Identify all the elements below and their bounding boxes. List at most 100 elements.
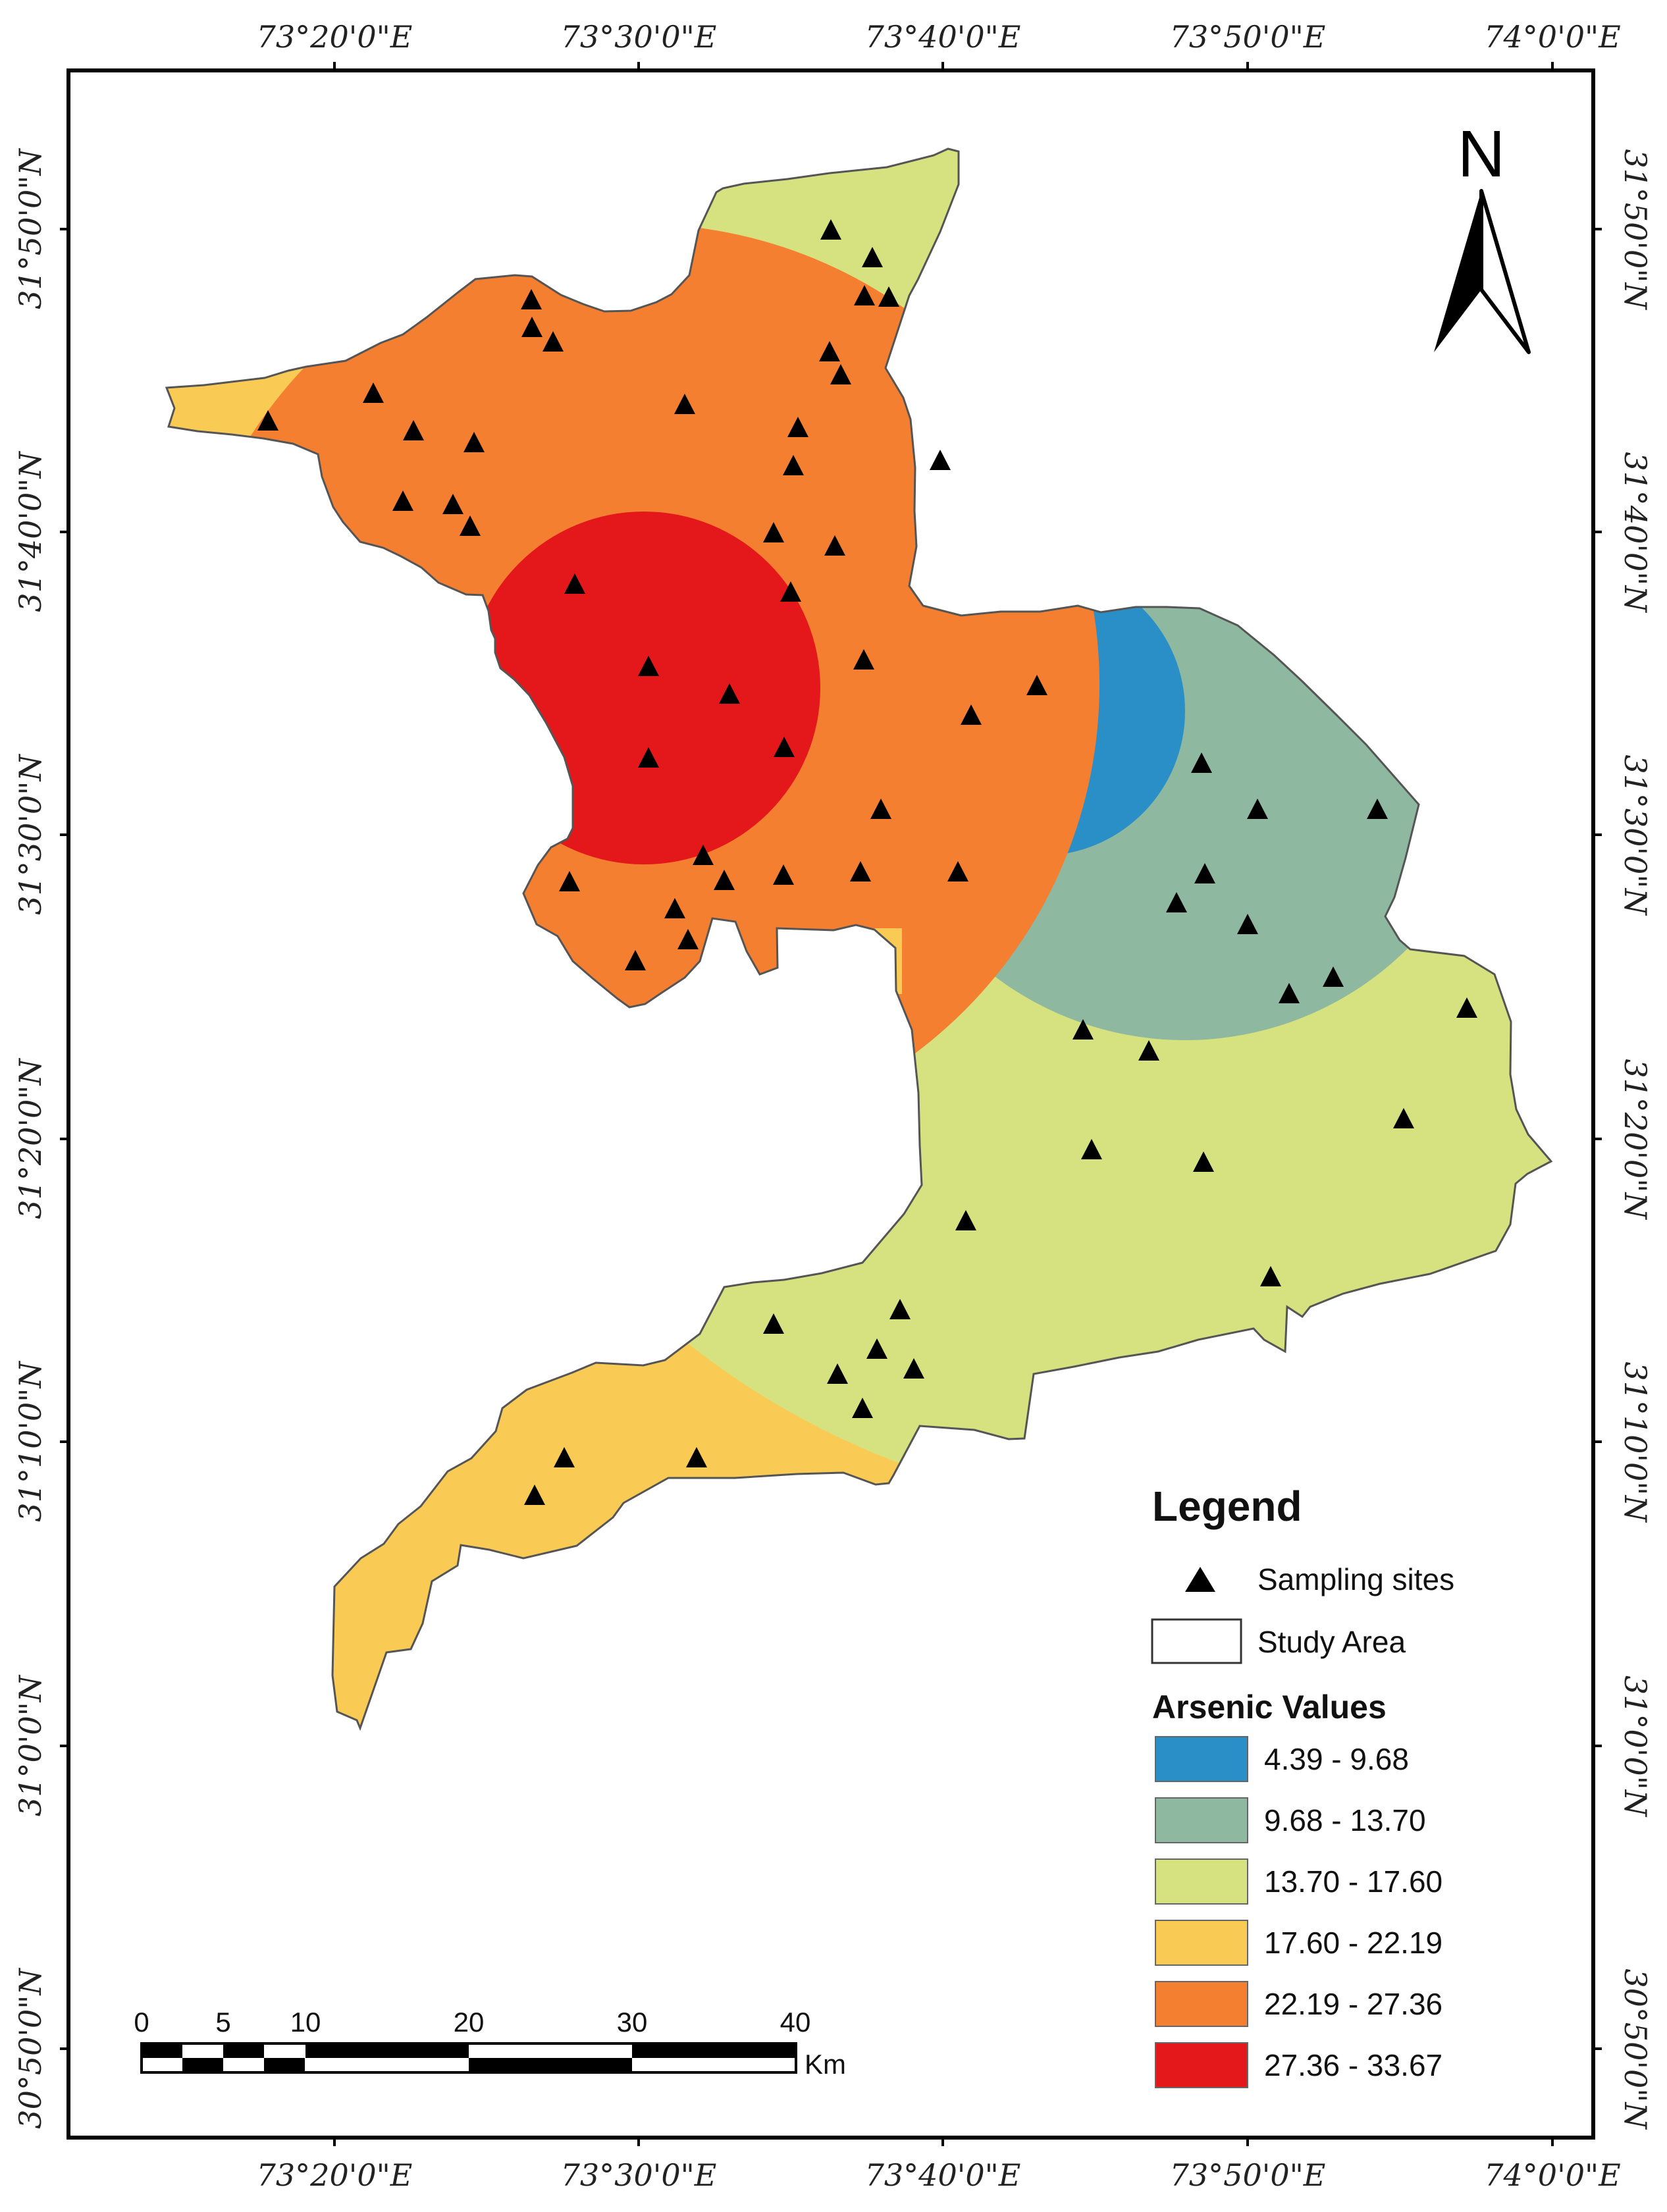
- sampling-site-marker-icon: [625, 950, 646, 970]
- sampling-site-marker-icon: [763, 522, 784, 542]
- sampling-site-marker-icon: [1247, 799, 1268, 819]
- scale-tick-label: 0: [134, 2007, 149, 2038]
- right-lat-label: 31°20'0"N: [1618, 1059, 1653, 1220]
- legend-swatch: [1155, 2042, 1248, 2088]
- sampling-site-marker-icon: [403, 420, 424, 440]
- sampling-site-marker-icon: [1393, 1108, 1414, 1128]
- sampling-site-marker-icon: [564, 573, 585, 594]
- scale-bar: 0 5 10 20 30 40 Km: [134, 2007, 846, 2080]
- left-lat-label: 31°40'0"N: [13, 451, 48, 612]
- sampling-site-marker-icon: [554, 1447, 575, 1467]
- legend-swatch: [1155, 1736, 1248, 1782]
- right-lat-label: 31°40'0"N: [1618, 452, 1653, 613]
- legend-swatch: [1155, 1797, 1248, 1843]
- sampling-site-marker-icon: [524, 1485, 545, 1505]
- sampling-site-marker-icon: [719, 683, 740, 704]
- bottom-lon-label: 73°20'0"E: [257, 2157, 413, 2193]
- sampling-site-marker-icon: [854, 285, 875, 305]
- bottom-lon-label: 73°30'0"E: [561, 2157, 717, 2193]
- legend-class-label: 9.68 - 13.70: [1264, 1803, 1426, 1837]
- sampling-site-marker-icon: [1138, 1040, 1159, 1061]
- sampling-site-marker-icon: [819, 341, 840, 361]
- sampling-site-marker-icon: [677, 929, 699, 949]
- legend-study-area: Study Area: [1257, 1625, 1406, 1659]
- sampling-site-marker-icon: [638, 656, 659, 676]
- sampling-site-marker-icon: [1323, 966, 1344, 987]
- sampling-site-marker-icon: [780, 581, 801, 602]
- legend-swatch: [1155, 1920, 1248, 1966]
- right-lat-label: 31°30'0"N: [1618, 754, 1653, 916]
- sampling-site-marker-icon: [824, 535, 845, 556]
- sampling-site-marker-icon: [542, 331, 564, 352]
- sampling-site-marker-icon: [686, 1447, 707, 1467]
- sampling-site-marker-icon: [442, 494, 463, 514]
- top-lon-label: 73°50'0"E: [1170, 19, 1326, 55]
- top-lon-label: 74°0'0"E: [1484, 19, 1620, 55]
- sampling-site-marker-icon: [1081, 1139, 1102, 1159]
- sampling-site-marker-icon: [852, 1398, 873, 1418]
- scale-unit: Km: [805, 2049, 846, 2080]
- sampling-site-marker-icon: [1260, 1266, 1281, 1286]
- sampling-site-marker-icon: [1456, 997, 1477, 1018]
- sampling-site-marker-icon: [1072, 1019, 1094, 1040]
- study-area-boundary: [165, 147, 1553, 1731]
- bottom-lon-label: 73°50'0"E: [1170, 2157, 1326, 2193]
- sampling-site-marker-icon: [392, 490, 413, 511]
- right-lat-label: 31°0'0"N: [1618, 1675, 1653, 1818]
- sampling-site-marker-icon: [1237, 914, 1258, 934]
- left-lat-label: 31°10'0"N: [13, 1361, 48, 1522]
- right-lat-label: 31°50'0"N: [1618, 149, 1653, 310]
- sampling-site-marker-icon: [955, 1210, 976, 1230]
- top-lon-label: 73°20'0"E: [257, 19, 413, 55]
- legend-swatch: [1155, 1981, 1248, 2027]
- north-arrow-icon: N: [1434, 117, 1531, 354]
- sampling-site-marker-icon: [773, 864, 794, 885]
- legend-class-label: 27.36 - 33.67: [1264, 2048, 1442, 2082]
- left-lat-label: 30°50'0"N: [13, 1968, 48, 2129]
- legend-class-label: 4.39 - 9.68: [1264, 1742, 1409, 1776]
- sampling-site-triangle-icon: [1185, 1567, 1215, 1592]
- left-lat-label: 31°20'0"N: [13, 1058, 48, 1219]
- legend-sampling-sites: Sampling sites: [1257, 1562, 1454, 1596]
- legend-class-label: 22.19 - 27.36: [1264, 1987, 1442, 2021]
- sampling-site-marker-icon: [521, 289, 542, 309]
- sampling-site-marker-icon: [363, 382, 384, 403]
- left-lat-label: 31°30'0"N: [13, 754, 48, 915]
- top-lon-label: 73°30'0"E: [561, 19, 717, 55]
- sampling-site-marker-icon: [889, 1299, 911, 1319]
- scale-tick-label: 40: [780, 2007, 811, 2038]
- bottom-lon-label: 74°0'0"E: [1484, 2157, 1620, 2193]
- scale-tick-label: 30: [617, 2007, 648, 2038]
- sampling-site-marker-icon: [903, 1358, 924, 1379]
- scale-tick-label: 5: [215, 2007, 230, 2038]
- sampling-site-marker-icon: [714, 870, 735, 890]
- sampling-site-marker-icon: [674, 394, 695, 414]
- sampling-site-marker-icon: [850, 861, 871, 882]
- sampling-site-marker-icon: [693, 845, 714, 865]
- sampling-site-marker-icon: [559, 871, 580, 891]
- sampling-site-marker-icon: [866, 1338, 887, 1359]
- sampling-site-marker-icon: [460, 515, 481, 536]
- legend-classes: 4.39 - 9.68 9.68 - 13.70 13.70 - 17.60 17.6…: [1155, 1736, 1442, 2088]
- sampling-site-marker-icon: [1026, 675, 1047, 695]
- sampling-site-marker-icon: [787, 417, 808, 437]
- left-lat-label: 31°0'0"N: [13, 1674, 48, 1816]
- legend-arsenic-title: Arsenic Values: [1152, 1689, 1387, 1725]
- sampling-site-marker-icon: [1166, 892, 1187, 912]
- sampling-site-marker-icon: [930, 450, 951, 470]
- north-label: N: [1458, 117, 1505, 191]
- sampling-site-marker-icon: [853, 649, 874, 670]
- sampling-site-marker-icon: [638, 747, 659, 768]
- scale-tick-label: 20: [454, 2007, 485, 2038]
- sampling-site-marker-icon: [862, 247, 883, 267]
- study-area-swatch: [1151, 1618, 1242, 1664]
- scale-tick-label: 10: [290, 2007, 321, 2038]
- left-lat-label: 31°50'0"N: [13, 148, 48, 309]
- sampling-site-marker-icon: [664, 898, 685, 918]
- right-lat-label: 31°10'0"N: [1618, 1361, 1653, 1523]
- graticule-ticks: [60, 62, 1602, 2146]
- sampling-site-marker-icon: [947, 861, 968, 882]
- sampling-site-marker-icon: [783, 455, 804, 475]
- sampling-site-marker-icon: [774, 737, 795, 757]
